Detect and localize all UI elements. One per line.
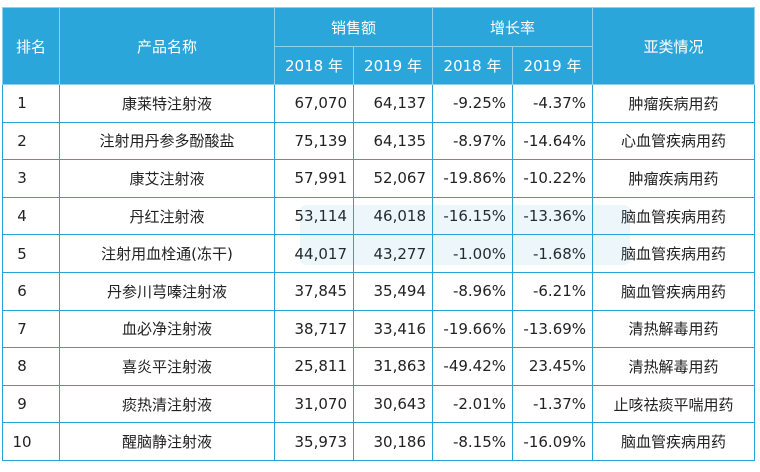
cell-growth-2018: -9.25% [432,84,514,123]
cell-category: 清热解毒用药 [592,309,756,349]
cell-sales-2019: 43,277 [352,234,434,273]
cell-category: 脑血管疾病用药 [592,271,756,311]
cell-product-name: 注射用丹参多酚酸盐 [59,121,275,161]
cell-category: 止咳祛痰平喘用药 [592,384,756,424]
cell-sales-2019: 30,643 [352,384,434,424]
cell-growth-2019: -10.22% [512,159,594,198]
cell-growth-2019: -6.21% [512,271,594,311]
cell-growth-2019: -1.37% [512,384,594,424]
cell-sales-2019: 30,186 [352,422,434,461]
cell-rank: 4 [2,196,60,236]
table-row: 4 丹红注射液 53,114 46,018 -16.15% -13.36% 脑血管疾病用药 [2,196,756,236]
cell-product-name: 痰热清注射液 [59,384,275,424]
cell-growth-2019: -13.69% [512,309,594,349]
header-growth-2018: 2018 年 [432,46,514,85]
cell-rank: 6 [2,271,60,311]
cell-growth-2019: -13.36% [512,196,594,236]
cell-category: 肿瘤疾病用药 [592,159,756,198]
cell-product-name: 醒脑静注射液 [59,422,275,461]
cell-product-name: 丹参川芎嗪注射液 [59,271,275,311]
cell-sales-2019: 33,416 [352,309,434,349]
cell-product-name: 康艾注射液 [59,159,275,198]
cell-sales-2019: 52,067 [352,159,434,198]
cell-rank: 1 [2,84,60,123]
cell-sales-2019: 64,135 [352,121,434,161]
cell-rank: 10 [2,422,60,461]
cell-sales-2018: 57,991 [274,159,354,198]
cell-growth-2018: -19.86% [432,159,514,198]
table-row: 6 丹参川芎嗪注射液 37,845 35,494 -8.96% -6.21% 脑血管疾病用药 [2,271,756,311]
cell-growth-2018: -49.42% [432,347,514,386]
table-row: 7 血必净注射液 38,717 33,416 -19.66% -13.69% 清热解毒用药 [2,309,756,349]
cell-sales-2018: 75,139 [274,121,354,161]
cell-rank: 5 [2,234,60,273]
table-row: 1 康莱特注射液 67,070 64,137 -9.25% -4.37% 肿瘤疾病用药 [2,84,756,123]
header-sales-2019: 2019 年 [352,46,434,85]
table-row: 9 痰热清注射液 31,070 30,643 -2.01% -1.37% 止咳祛痰平喘用药 [2,384,756,424]
table-body: 1 康莱特注射液 67,070 64,137 -9.25% -4.37% 肿瘤疾病用药 2 注射… [2,84,756,461]
cell-category: 脑血管疾病用药 [592,422,756,461]
cell-sales-2019: 35,494 [352,271,434,311]
header-growth: 增长率 [432,7,594,47]
cell-growth-2019: 23.45% [512,347,594,386]
cell-category: 心血管疾病用药 [592,121,756,161]
cell-sales-2018: 35,973 [274,422,354,461]
cell-rank: 8 [2,347,60,386]
table-row: 5 注射用血栓通(冻干) 44,017 43,277 -1.00% -1.68% 脑血管疾病… [2,234,756,273]
cell-growth-2018: -8.15% [432,422,514,461]
table-row: 8 喜炎平注射液 25,811 31,863 -49.42% 23.45% 清热解毒用药 [2,347,756,386]
cell-growth-2019: -14.64% [512,121,594,161]
table-row: 3 康艾注射液 57,991 52,067 -19.86% -10.22% 肿瘤疾病用药 [2,159,756,198]
cell-rank: 3 [2,159,60,198]
cell-product-name: 注射用血栓通(冻干) [59,234,275,273]
cell-sales-2018: 53,114 [274,196,354,236]
cell-growth-2018: -16.15% [432,196,514,236]
cell-sales-2018: 38,717 [274,309,354,349]
cell-product-name: 喜炎平注射液 [59,347,275,386]
cell-growth-2018: -8.97% [432,121,514,161]
cell-rank: 7 [2,309,60,349]
cell-sales-2018: 25,811 [274,347,354,386]
sales-ranking-table: 排名 产品名称 销售额 增长率 亚类情况 2018 年 2019 年 2018 … [2,7,756,461]
table-row: 10 醒脑静注射液 35,973 30,186 -8.15% -16.09% 脑血管疾病用药 [2,422,756,461]
cell-sales-2019: 46,018 [352,196,434,236]
cell-rank: 9 [2,384,60,424]
cell-product-name: 丹红注射液 [59,196,275,236]
cell-growth-2019: -1.68% [512,234,594,273]
header-growth-2019: 2019 年 [512,46,594,85]
header-product-name: 产品名称 [59,7,275,85]
cell-sales-2018: 37,845 [274,271,354,311]
cell-sales-2018: 67,070 [274,84,354,123]
header-sales-2018: 2018 年 [274,46,354,85]
cell-growth-2019: -16.09% [512,422,594,461]
cell-product-name: 康莱特注射液 [59,84,275,123]
cell-sales-2019: 64,137 [352,84,434,123]
header-row-primary: 排名 产品名称 销售额 增长率 亚类情况 [2,7,756,85]
table-row: 2 注射用丹参多酚酸盐 75,139 64,135 -8.97% -14.64% 心血管疾病… [2,121,756,161]
cell-product-name: 血必净注射液 [59,309,275,349]
cell-category: 脑血管疾病用药 [592,196,756,236]
cell-category: 肿瘤疾病用药 [592,84,756,123]
header-rank: 排名 [2,7,60,85]
cell-sales-2019: 31,863 [352,347,434,386]
cell-sales-2018: 31,070 [274,384,354,424]
cell-growth-2018: -19.66% [432,309,514,349]
header-row-years: 2018 年 2019 年 2018 年 2019 年 [3,46,755,85]
cell-category: 脑血管疾病用药 [592,234,756,273]
cell-growth-2018: -1.00% [432,234,514,273]
cell-rank: 2 [2,121,60,161]
cell-growth-2018: -2.01% [432,384,514,424]
header-category: 亚类情况 [592,7,756,85]
header-sales: 销售额 [273,7,434,47]
cell-sales-2018: 44,017 [274,234,354,273]
cell-growth-2018: -8.96% [432,271,514,311]
cell-growth-2019: -4.37% [512,84,594,123]
cell-category: 清热解毒用药 [592,347,756,386]
